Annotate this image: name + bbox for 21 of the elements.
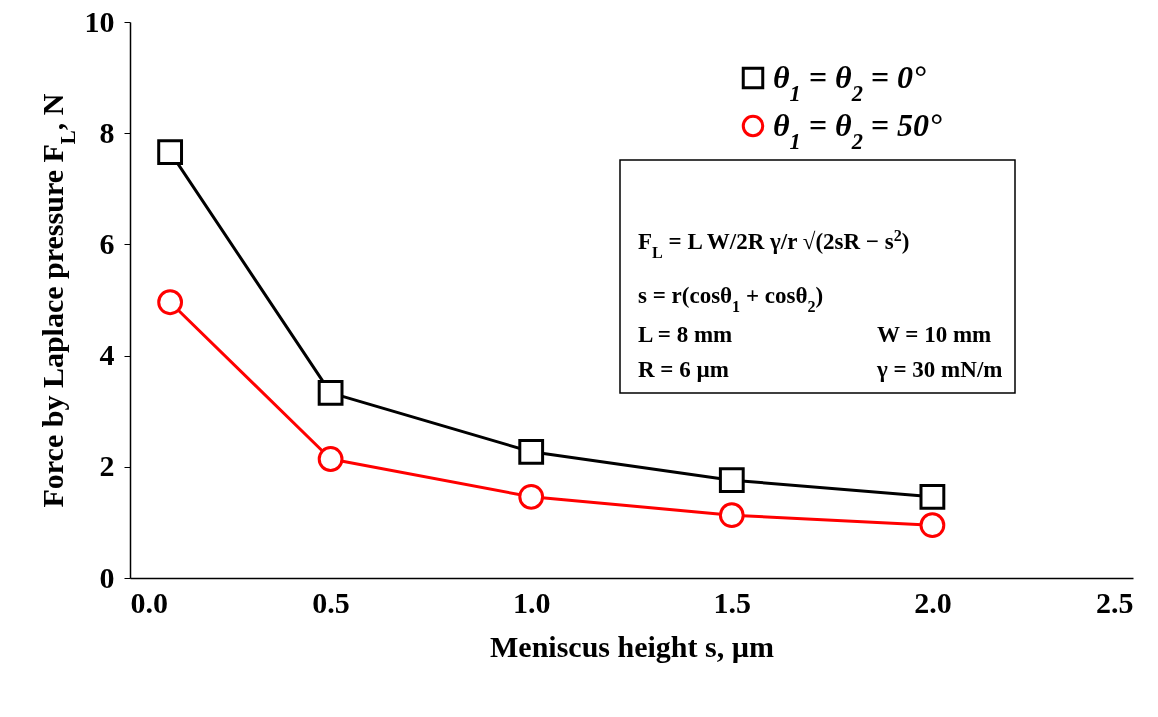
- y-tick-label: 2: [99, 449, 115, 483]
- annotation: γ = 30 mN/m: [876, 357, 1003, 382]
- annotation: R = 6 µm: [638, 357, 729, 382]
- x-tick-label: 2.5: [1096, 585, 1134, 619]
- y-tick-label: 8: [99, 115, 115, 149]
- y-tick-label: 10: [84, 4, 115, 38]
- x-tick-label: 1.5: [713, 585, 752, 619]
- annotation: W = 10 mm: [877, 322, 992, 347]
- legend-label: θ$_{1}$ = θ$_{2}$ = 0°: [773, 59, 927, 106]
- x-axis-title: Meniscus height s, µm: [490, 629, 774, 663]
- y-tick-label: 4: [99, 338, 115, 372]
- x-tick-label: 2.0: [914, 585, 952, 619]
- y-tick-label: 6: [99, 226, 115, 260]
- y-tick-label: 0: [99, 560, 115, 594]
- x-tick-label: 0.5: [312, 585, 350, 619]
- legend-label: θ$_{1}$ = θ$_{2}$ = 50°: [773, 107, 943, 154]
- annotation: s = r(cosθ$_{1}$ + cosθ$_{2}$): [638, 283, 824, 315]
- x-tick-label: 0.0: [130, 585, 168, 619]
- x-tick-label: 1.0: [512, 585, 551, 619]
- annotation: F$_{L}$ = L W/2R γ/r √(2sR − s$^{2}$): [638, 226, 910, 261]
- annotation: L = 8 mm: [638, 322, 733, 347]
